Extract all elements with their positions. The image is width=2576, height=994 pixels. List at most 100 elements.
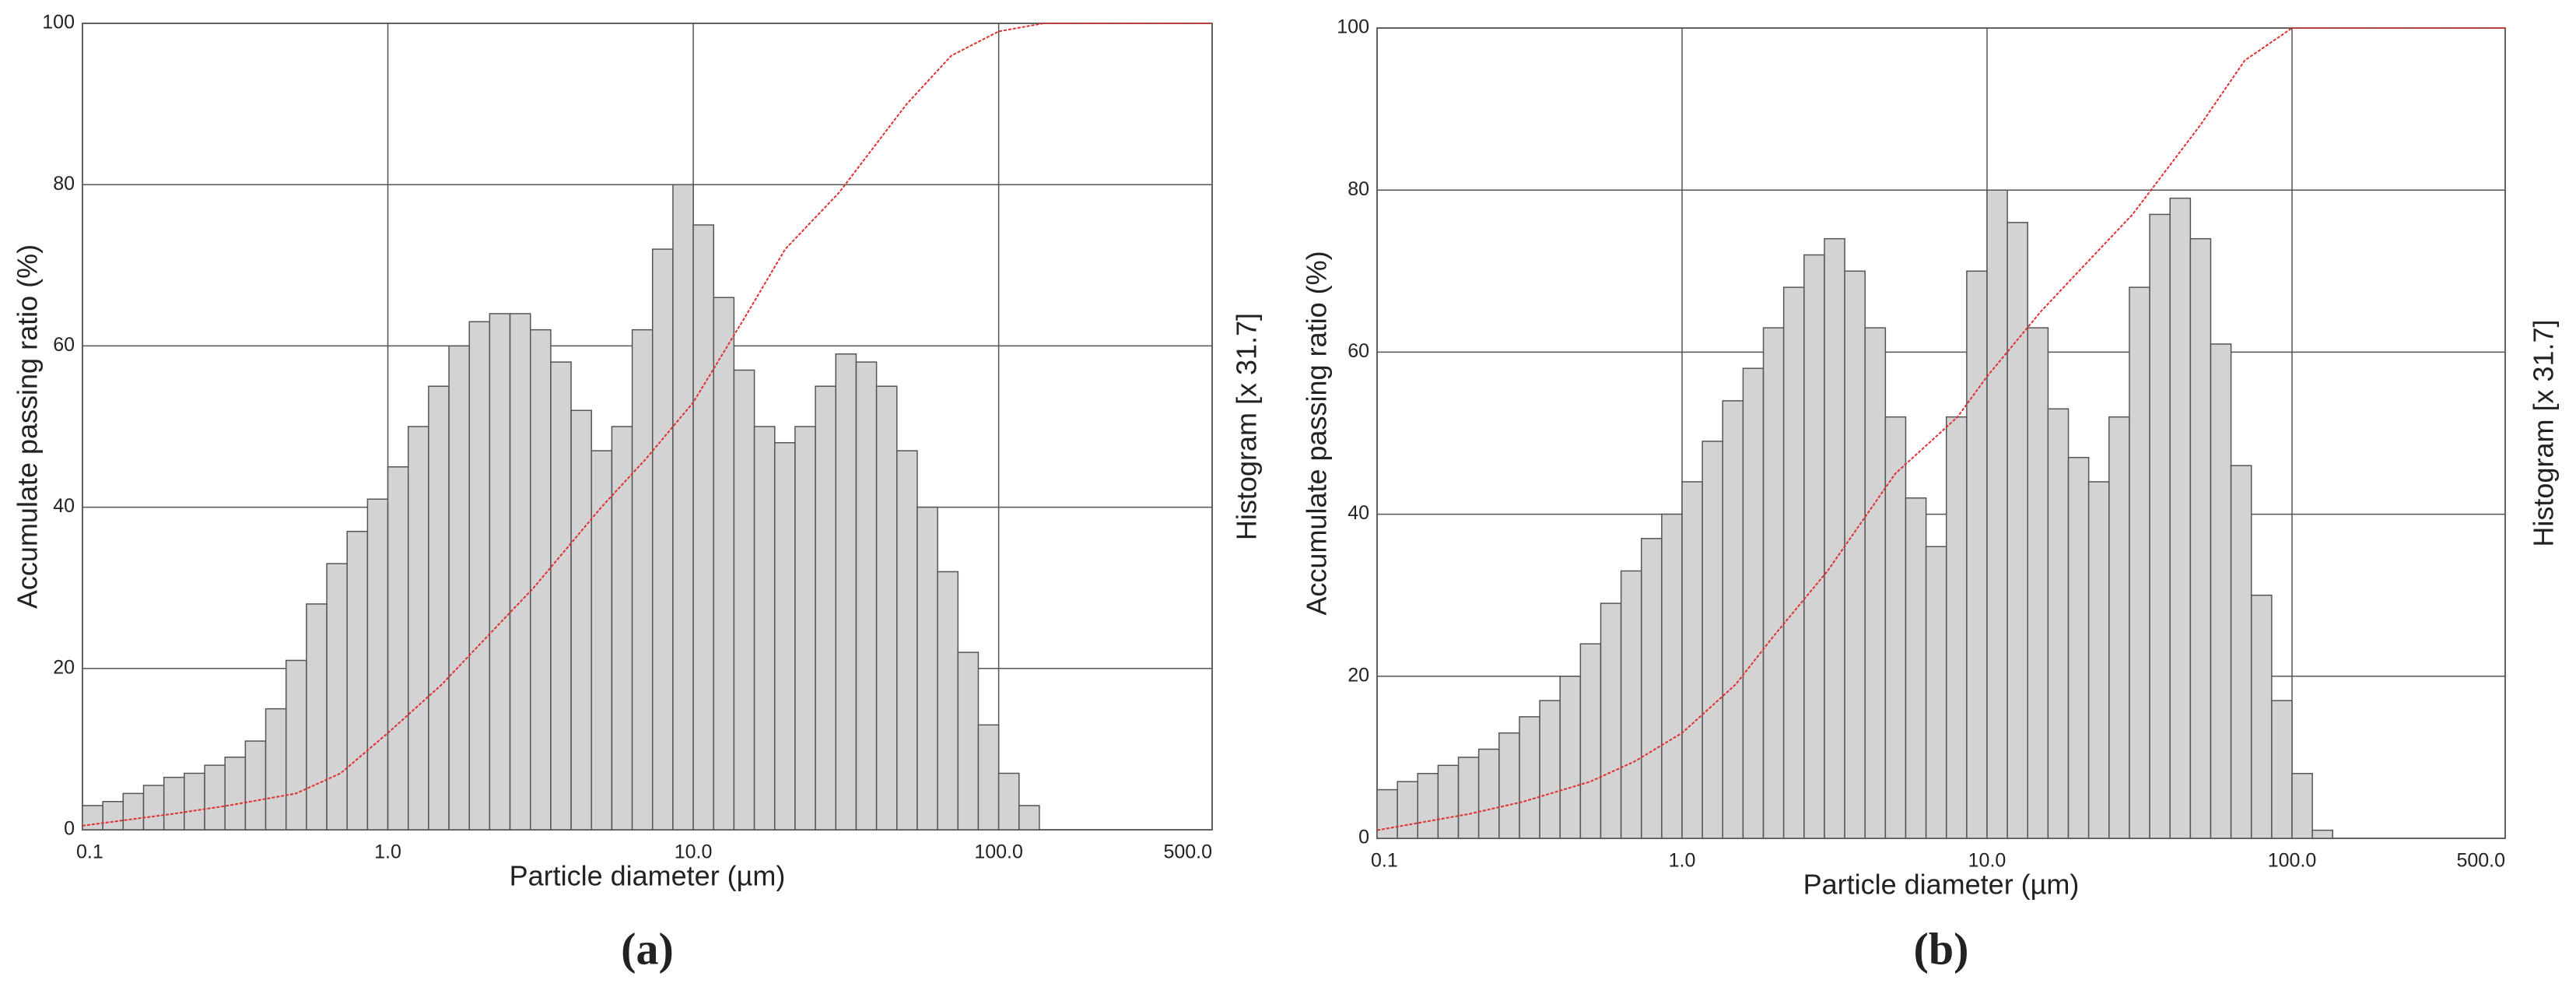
histogram-bar [875, 385, 898, 831]
histogram-bar [2230, 465, 2252, 839]
histogram-bar [997, 772, 1020, 831]
histogram-bar [570, 409, 593, 831]
y-tick-label: 40 [53, 495, 75, 517]
histogram-bar [1864, 327, 1887, 839]
histogram-bar [2250, 594, 2273, 839]
y2-axis-title: Histogram [x 31.7] [2528, 319, 2560, 546]
histogram-bar [1417, 772, 1439, 839]
y2-axis-title: Histogram [x 31.7] [1231, 313, 1263, 540]
histogram-bar [815, 385, 837, 831]
y-axis-title: Accumulate passing ratio (%) [12, 244, 44, 609]
histogram-bar [326, 563, 348, 831]
histogram-bar [1376, 789, 1398, 839]
histogram-bar [651, 248, 674, 831]
histogram-bar [1986, 189, 2008, 839]
histogram-bar [1966, 270, 1988, 839]
histogram-bar [102, 800, 124, 831]
histogram-bar [1884, 416, 1907, 839]
histogram-bar [1722, 400, 1744, 839]
histogram-bar [448, 345, 470, 831]
histogram-bar [224, 757, 247, 831]
x-tick-label: 1.0 [1669, 850, 1696, 872]
x-axis-title: Particle diameter (µm) [510, 860, 786, 892]
histogram-bar [122, 792, 145, 831]
y-tick-label: 60 [53, 334, 75, 356]
histogram-bar [774, 441, 796, 831]
histogram-bar [713, 297, 735, 831]
histogram-bar [957, 652, 980, 831]
histogram-bar [184, 772, 205, 831]
histogram-bar [2027, 327, 2049, 839]
histogram-bar [1457, 757, 1480, 839]
y-tick-label: 20 [53, 656, 75, 678]
histogram-bar [2189, 237, 2212, 839]
histogram-bar [1945, 416, 1968, 839]
x-tick-label: 1.0 [374, 841, 401, 863]
histogram-bar [142, 785, 165, 831]
histogram-bar [285, 659, 307, 831]
histogram-bar [489, 313, 511, 831]
histogram-bar [1600, 602, 1622, 839]
histogram-bar [2047, 408, 2070, 839]
histogram-bar [82, 805, 103, 831]
histogram-bar [611, 426, 633, 831]
histogram-bar [855, 361, 878, 831]
histogram-bar [407, 426, 429, 831]
histogram-bar [2108, 416, 2130, 839]
histogram-bar [1539, 700, 1561, 839]
histogram-bar [1437, 764, 1460, 839]
x-tick-label: 10.0 [1968, 850, 2006, 872]
x-tick-label: 0.1 [76, 841, 103, 863]
histogram-bar [2149, 213, 2171, 839]
histogram-bar [163, 776, 185, 831]
histogram-bar [509, 313, 531, 831]
histogram-bar [1579, 643, 1602, 839]
histogram-bar [1905, 497, 1927, 839]
y-tick-label: 0 [64, 818, 75, 840]
histogram-bar [937, 571, 959, 831]
histogram-bar [2271, 700, 2293, 839]
cumulative-curve [1376, 27, 2505, 831]
histogram-bar [306, 603, 328, 831]
histogram-bar [692, 224, 715, 831]
cumulative-curve [82, 23, 1212, 827]
histogram-bar [2087, 481, 2110, 839]
x-tick-label: 500.0 [1163, 841, 1212, 863]
histogram-bar [1925, 546, 1947, 839]
histogram-bar [265, 708, 287, 831]
histogram-bar [2169, 197, 2192, 839]
histogram-bar [1018, 805, 1040, 831]
y-tick-label: 80 [1348, 178, 1369, 200]
histogram-bar [366, 498, 389, 831]
histogram-bar [1397, 781, 1418, 839]
histogram-bar [2067, 456, 2090, 839]
histogram-bar [977, 724, 1000, 831]
histogram-bar [550, 361, 572, 831]
x-tick-label: 100.0 [974, 841, 1023, 863]
histogram-bar [1681, 481, 1703, 839]
histogram-bar [1844, 270, 1866, 839]
histogram-bar [244, 740, 267, 831]
histogram-bar [1702, 441, 1723, 839]
histogram-bar [835, 353, 857, 831]
histogram-bar [2129, 286, 2150, 839]
histogram-bar [896, 450, 918, 831]
histogram-bar [2311, 829, 2333, 839]
panel-caption: (b) [1914, 923, 1969, 974]
histogram-bar [428, 385, 450, 831]
y-tick-label: 80 [53, 173, 75, 195]
histogram-bar [794, 426, 816, 831]
histogram-bar [1559, 676, 1582, 839]
histogram-bar [1519, 716, 1540, 839]
histogram-bar [468, 321, 491, 831]
x-tick-label: 500.0 [2456, 850, 2505, 872]
y-tick-label: 60 [1348, 340, 1369, 362]
histogram-bar [1477, 748, 1500, 839]
histogram-bar [1661, 513, 1683, 839]
histogram-bar [387, 466, 409, 831]
x-axis-title: Particle diameter (µm) [1803, 869, 2080, 901]
histogram-bar [753, 426, 776, 831]
histogram-bar [1498, 732, 1520, 839]
histogram-bar [1782, 286, 1805, 839]
histogram-bar [733, 369, 755, 831]
